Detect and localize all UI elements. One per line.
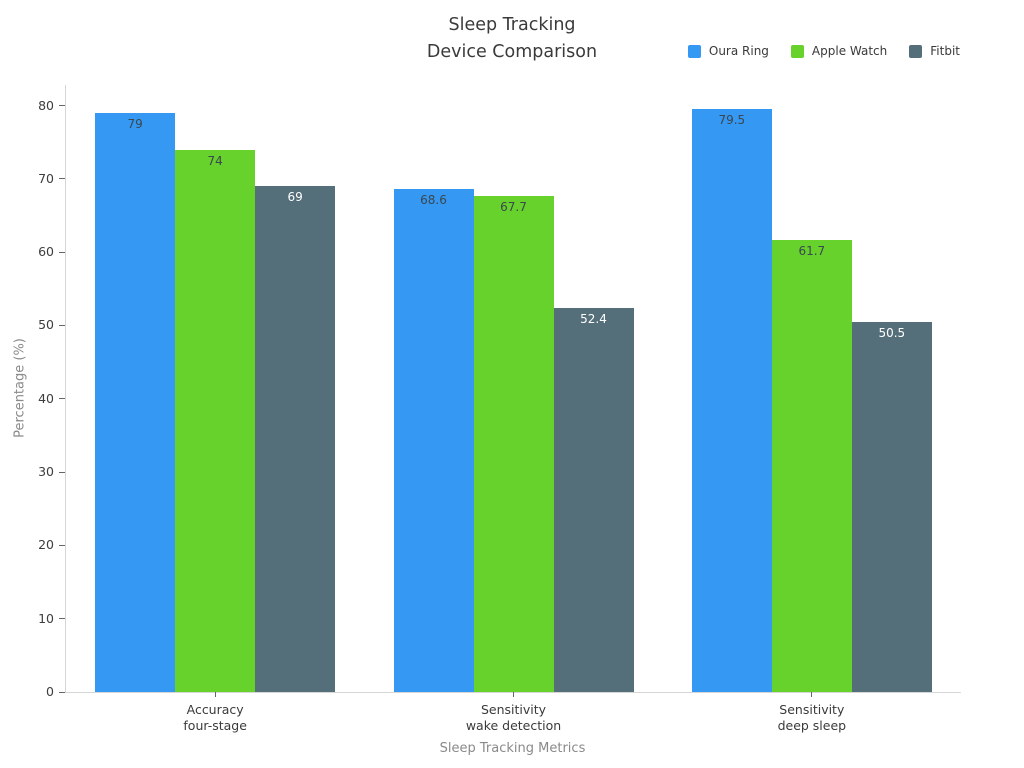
plot-area: Percentage (%) 0 10 20 30 40 50 60 70 80 79 74 69 Ac… [13, 85, 961, 733]
y-tick-mark [59, 691, 65, 693]
y-tick-label: 10 [38, 610, 54, 626]
legend-swatch-icon [687, 44, 701, 58]
bar-apple-watch: 74 [175, 149, 256, 692]
bar-apple-watch: 61.7 [771, 239, 852, 692]
bar-value-label: 52.4 [580, 311, 607, 326]
y-tick-label: 30 [38, 464, 54, 480]
bar-value-label: 79.5 [718, 113, 746, 128]
y-tick-mark [59, 544, 65, 546]
y-tick-mark [59, 105, 65, 107]
bar-value-label: 79 [127, 116, 143, 131]
y-tick-label: 80 [38, 97, 54, 113]
bar-value-label: 67.7 [500, 199, 527, 214]
legend-item-oura-ring: Oura Ring [687, 44, 769, 58]
bar-value-label: 61.7 [798, 243, 826, 258]
bar-value-label: 74 [207, 153, 223, 168]
bar-oura-ring: 79.5 [691, 109, 772, 692]
x-tick-label-line: Sensitivity [779, 702, 845, 717]
y-tick-mark [59, 324, 65, 326]
bar-fitbit: 69 [255, 186, 336, 692]
x-tick-label-line: four-stage [183, 718, 247, 733]
legend-item-apple-watch: Apple Watch [790, 44, 888, 58]
y-tick-label: 60 [38, 244, 54, 260]
chart-title-line2: Device Comparison [426, 42, 598, 62]
bar-value-label: 68.6 [420, 193, 447, 208]
bar-fitbit: 52.4 [553, 307, 634, 692]
x-tick-label-line: wake detection [465, 718, 562, 733]
x-tick-mark [811, 692, 813, 697]
bar-value-label: 69 [287, 190, 303, 205]
bar-oura-ring: 68.6 [393, 189, 474, 692]
legend-swatch-icon [790, 44, 804, 58]
y-tick-mark [59, 618, 65, 620]
y-tick-mark [59, 178, 65, 180]
y-axis-title: Percentage (%) [12, 338, 28, 438]
y-tick-mark [59, 471, 65, 473]
bar-value-label: 50.5 [878, 325, 906, 340]
legend-swatch-icon [909, 44, 923, 58]
bar-oura-ring: 79 [95, 112, 176, 692]
y-tick-mark [59, 251, 65, 253]
chart-title-line1: Sleep Tracking [448, 15, 576, 35]
y-tick-label: 70 [38, 170, 54, 186]
x-tick-label-line: deep sleep [777, 718, 847, 733]
legend: Oura Ring Apple Watch Fitbit [687, 44, 960, 58]
y-tick-label: 0 [46, 684, 54, 699]
y-tick-mark [59, 398, 65, 400]
x-tick-label: Sensitivity wake detection [404, 702, 624, 734]
x-axis-title: Sleep Tracking Metrics [439, 741, 586, 756]
legend-label: Apple Watch [811, 44, 888, 58]
legend-item-fitbit: Fitbit [909, 44, 960, 58]
y-tick-label: 40 [38, 390, 54, 406]
x-tick-label: Sensitivity deep sleep [702, 702, 922, 734]
y-tick-label: 20 [38, 537, 54, 553]
x-tick-mark [513, 692, 514, 697]
legend-label: Oura Ring [708, 44, 769, 58]
x-tick-label-line: Sensitivity [480, 702, 547, 717]
bar-apple-watch: 67.7 [473, 195, 554, 692]
x-tick-label-line: Accuracy [186, 702, 244, 717]
x-tick-mark [214, 692, 216, 697]
legend-label: Fitbit [930, 44, 960, 58]
y-tick-label: 50 [38, 317, 54, 333]
bar-fitbit: 50.5 [851, 321, 932, 692]
x-tick-label: Accuracy four-stage [105, 702, 325, 734]
chart-title: Sleep Tracking Device Comparison [0, 12, 1024, 66]
